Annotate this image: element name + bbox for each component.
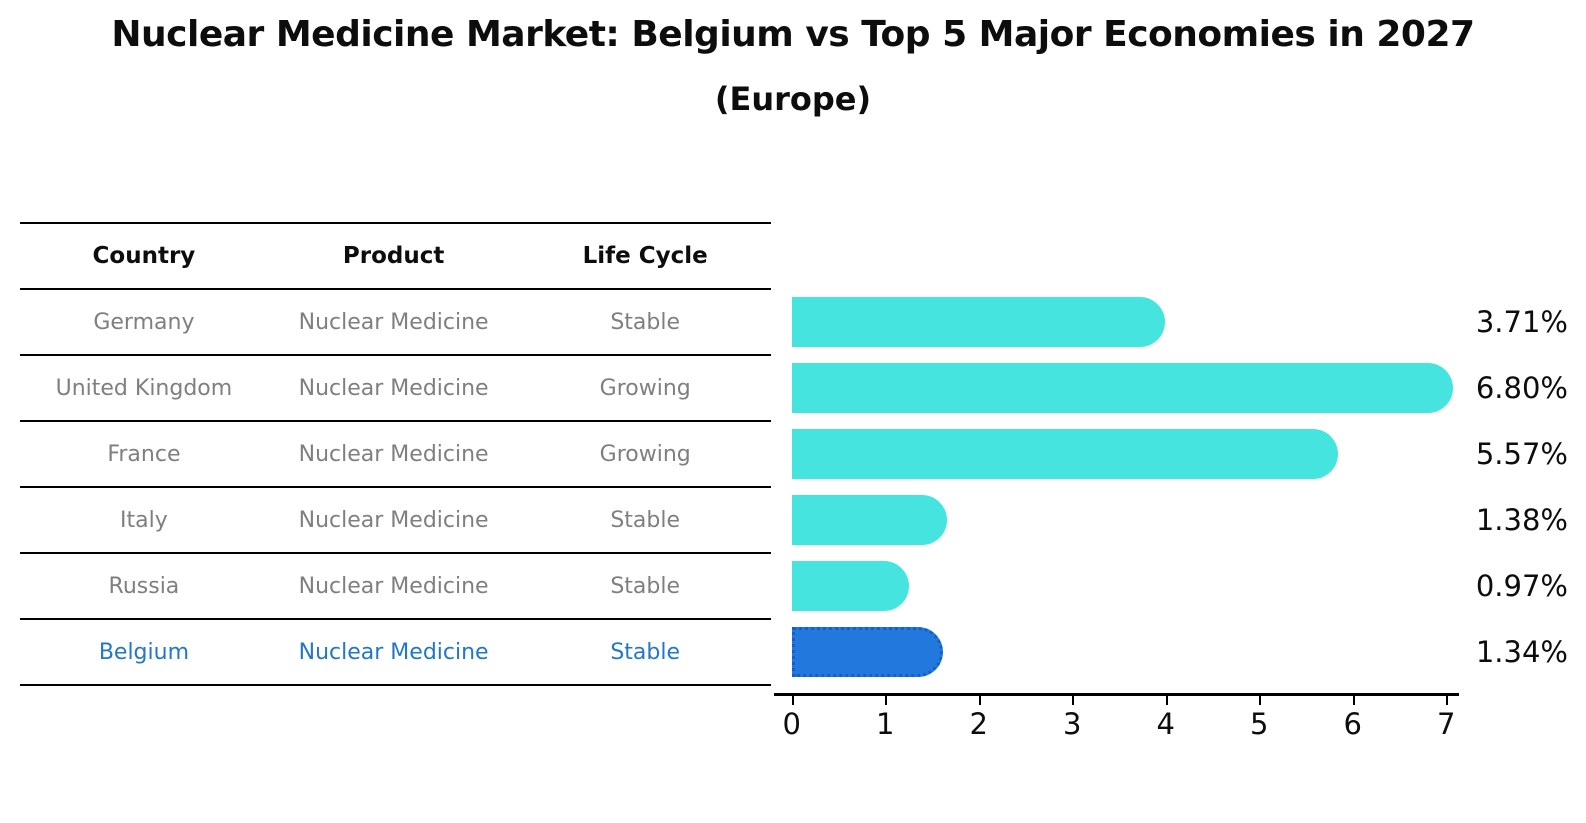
value-label: 3.71% [1475,305,1568,339]
bar-france [792,429,1339,479]
tick-mark [1352,696,1355,705]
cell-life-cycle: Stable [610,573,681,599]
table-row-belgium-highlight: Belgium Nuclear Medicine Stable [20,620,771,684]
chart-subtitle: (Europe) [714,80,872,118]
column-header-product: Product [342,243,445,269]
cell-country: Russia [108,573,180,599]
cell-product: Nuclear Medicine [298,507,489,533]
tick-mark [792,696,794,705]
table-header-row: Country Product Life Cycle [20,224,771,290]
value-label: 5.57% [1475,437,1568,471]
cell-life-cycle: Stable [610,507,681,533]
cell-life-cycle: Stable [610,639,681,665]
bar-germany [792,297,1165,347]
country-table: Country Product Life Cycle Germany Nucle… [20,222,771,686]
bar-italy [792,495,947,545]
tick-label: 2 [969,707,988,741]
table-row: Italy Nuclear Medicine Stable [20,488,771,554]
column-header-life-cycle: Life Cycle [582,243,708,269]
tick-mark [885,696,888,705]
table-row: France Nuclear Medicine Growing [20,422,771,488]
tick-mark [1445,696,1448,705]
tick-label: 3 [1063,707,1082,741]
x-axis-tick-labels: 0 1 2 3 4 5 6 7 [745,706,1493,742]
cell-country: France [107,441,181,467]
cell-product: Nuclear Medicine [298,639,489,665]
tick-mark [1259,696,1262,705]
chart-title: Nuclear Medicine Market: Belgium vs Top … [111,14,1475,55]
tick-label: 5 [1250,707,1269,741]
tick-mark [978,696,981,705]
cell-country: Belgium [98,639,190,665]
tick-mark [1165,696,1168,705]
bar-belgium-highlight [792,627,944,677]
cell-product: Nuclear Medicine [298,573,489,599]
table-row: Russia Nuclear Medicine Stable [20,554,771,620]
bar-united-kingdom [792,363,1454,413]
cell-country: United Kingdom [55,375,233,401]
x-axis-line [774,693,1459,696]
table-row: Germany Nuclear Medicine Stable [20,290,771,356]
cell-life-cycle: Growing [599,441,691,467]
cell-country: Italy [120,507,168,533]
tick-label: 4 [1156,707,1175,741]
value-label: 0.97% [1475,569,1568,603]
tick-mark [1072,696,1075,705]
cell-life-cycle: Stable [610,309,681,335]
value-label: 6.80% [1475,371,1568,405]
value-label: 1.38% [1475,503,1568,537]
tick-label: 6 [1343,707,1362,741]
tick-label: 0 [782,707,801,741]
cell-country: Germany [93,309,195,335]
cell-life-cycle: Growing [599,375,691,401]
cell-product: Nuclear Medicine [298,441,489,467]
table-row: United Kingdom Nuclear Medicine Growing [20,356,771,422]
value-label: 1.34% [1475,635,1568,669]
cell-product: Nuclear Medicine [298,309,489,335]
bar-russia [792,561,909,611]
column-header-country: Country [92,243,196,269]
tick-label: 1 [876,707,895,741]
x-axis-ticks [792,696,1448,705]
tick-label: 7 [1437,707,1456,741]
cell-product: Nuclear Medicine [298,375,489,401]
